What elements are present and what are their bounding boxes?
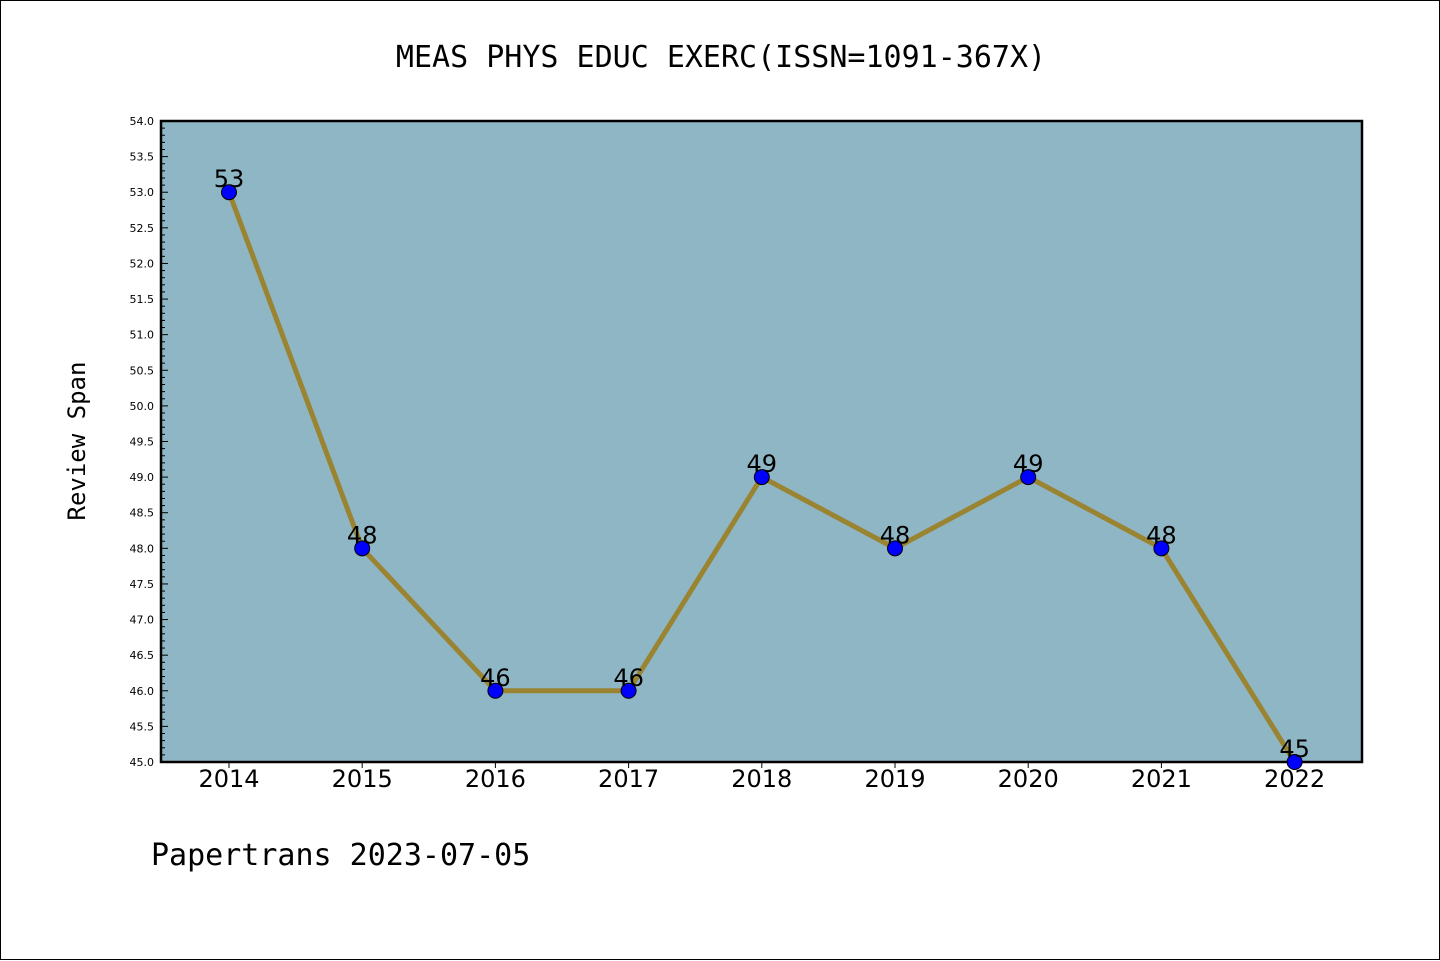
y-tick-label: 46.0	[130, 685, 155, 698]
data-label: 48	[1146, 521, 1177, 549]
y-axis-label: Review Span	[63, 362, 91, 521]
data-label: 46	[613, 664, 644, 692]
y-tick-label: 50.5	[130, 364, 155, 377]
y-tick-label: 49.0	[130, 471, 155, 484]
data-label: 45	[1279, 735, 1310, 763]
y-tick-label: 54.0	[130, 115, 155, 128]
x-tick-labels: 2014 2015 2016 2017 2018 2019 2020 2021 2022	[198, 765, 1325, 793]
data-point	[1153, 540, 1170, 557]
data-label: 48	[347, 521, 378, 549]
data-label: 49	[747, 450, 778, 478]
x-tick-label: 2014	[198, 765, 259, 793]
data-label: 53	[214, 165, 245, 193]
y-tick-label: 45.0	[130, 756, 155, 769]
data-point	[487, 682, 504, 699]
data-point	[620, 682, 637, 699]
footer-watermark: Papertrans 2023-07-05	[151, 838, 530, 873]
y-tick-label: 52.5	[130, 222, 155, 235]
data-label: 46	[480, 664, 511, 692]
chart-title: MEAS PHYS EDUC EXERC(ISSN=1091-367X)	[396, 40, 1046, 75]
y-tick-label: 45.5	[130, 720, 155, 733]
data-label: 49	[1013, 450, 1044, 478]
y-tick-label: 52.0	[130, 257, 155, 270]
y-tick-labels: 45.0 45.5 46.0 46.5 47.0 47.5 48.0 48.5 49.0 49.5…	[130, 115, 155, 769]
y-tick-label: 53.5	[130, 151, 155, 164]
y-tick-label: 47.5	[130, 578, 155, 591]
y-tick-label: 48.5	[130, 507, 155, 520]
y-tick-label: 48.0	[130, 542, 155, 555]
y-tick-label: 50.0	[130, 400, 155, 413]
x-tick-label: 2017	[598, 765, 659, 793]
data-points	[221, 184, 1303, 770]
y-tick-label: 49.5	[130, 436, 155, 449]
x-tick-label: 2016	[465, 765, 526, 793]
y-tick-label: 51.5	[130, 293, 155, 306]
y-tick-label: 46.5	[130, 649, 155, 662]
y-tick-label: 47.0	[130, 614, 155, 627]
x-tick-label: 2018	[731, 765, 792, 793]
y-tick-label: 53.0	[130, 186, 155, 199]
x-tick-label: 2020	[998, 765, 1059, 793]
x-tick-label: 2021	[1131, 765, 1192, 793]
plot-area	[159, 119, 1364, 764]
data-point	[887, 540, 903, 557]
data-label: 48	[880, 521, 911, 549]
data-point	[1286, 754, 1303, 770]
x-tick-label: 2015	[332, 765, 393, 793]
data-point	[1020, 469, 1037, 486]
data-labels: 53 48 46 46 49 48 49 48 45	[214, 165, 1310, 763]
data-point	[221, 184, 237, 201]
axis-ticks	[161, 120, 1296, 768]
y-tick-label: 51.0	[130, 329, 155, 342]
data-point	[753, 469, 770, 486]
x-tick-label: 2019	[864, 765, 925, 793]
data-point	[354, 540, 371, 557]
